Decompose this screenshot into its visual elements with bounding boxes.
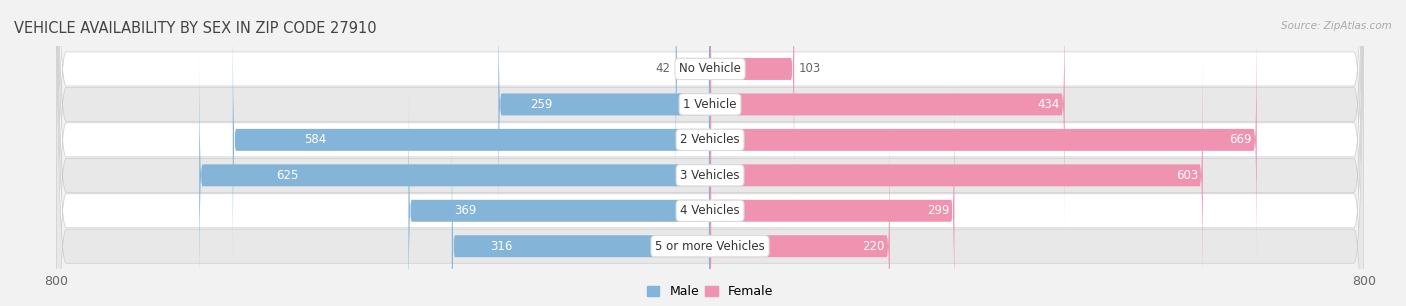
FancyBboxPatch shape <box>56 0 1364 306</box>
Text: 42: 42 <box>655 62 671 76</box>
Text: 369: 369 <box>454 204 477 217</box>
Text: 4 Vehicles: 4 Vehicles <box>681 204 740 217</box>
FancyBboxPatch shape <box>56 0 1364 306</box>
FancyBboxPatch shape <box>56 0 1364 306</box>
FancyBboxPatch shape <box>200 44 710 306</box>
Text: No Vehicle: No Vehicle <box>679 62 741 76</box>
Legend: Male, Female: Male, Female <box>643 280 778 303</box>
Text: 5 or more Vehicles: 5 or more Vehicles <box>655 240 765 253</box>
Text: 2 Vehicles: 2 Vehicles <box>681 133 740 146</box>
FancyBboxPatch shape <box>233 9 710 271</box>
FancyBboxPatch shape <box>498 0 710 235</box>
Text: 316: 316 <box>491 240 513 253</box>
Text: 669: 669 <box>1229 133 1251 146</box>
Text: 625: 625 <box>276 169 298 182</box>
Text: 103: 103 <box>799 62 821 76</box>
Text: Source: ZipAtlas.com: Source: ZipAtlas.com <box>1281 21 1392 32</box>
Text: 1 Vehicle: 1 Vehicle <box>683 98 737 111</box>
FancyBboxPatch shape <box>409 80 710 306</box>
FancyBboxPatch shape <box>56 0 1364 306</box>
FancyBboxPatch shape <box>710 0 794 200</box>
Text: 434: 434 <box>1038 98 1060 111</box>
Text: 3 Vehicles: 3 Vehicles <box>681 169 740 182</box>
Text: VEHICLE AVAILABILITY BY SEX IN ZIP CODE 27910: VEHICLE AVAILABILITY BY SEX IN ZIP CODE … <box>14 21 377 36</box>
Text: 220: 220 <box>862 240 884 253</box>
FancyBboxPatch shape <box>56 0 1364 306</box>
Text: 603: 603 <box>1175 169 1198 182</box>
FancyBboxPatch shape <box>56 0 1364 306</box>
FancyBboxPatch shape <box>710 115 890 306</box>
FancyBboxPatch shape <box>710 44 1202 306</box>
Text: 299: 299 <box>927 204 949 217</box>
FancyBboxPatch shape <box>451 115 710 306</box>
Text: 259: 259 <box>530 98 553 111</box>
FancyBboxPatch shape <box>710 0 1064 235</box>
Text: 584: 584 <box>304 133 326 146</box>
FancyBboxPatch shape <box>676 0 710 200</box>
FancyBboxPatch shape <box>710 9 1257 271</box>
FancyBboxPatch shape <box>710 80 955 306</box>
